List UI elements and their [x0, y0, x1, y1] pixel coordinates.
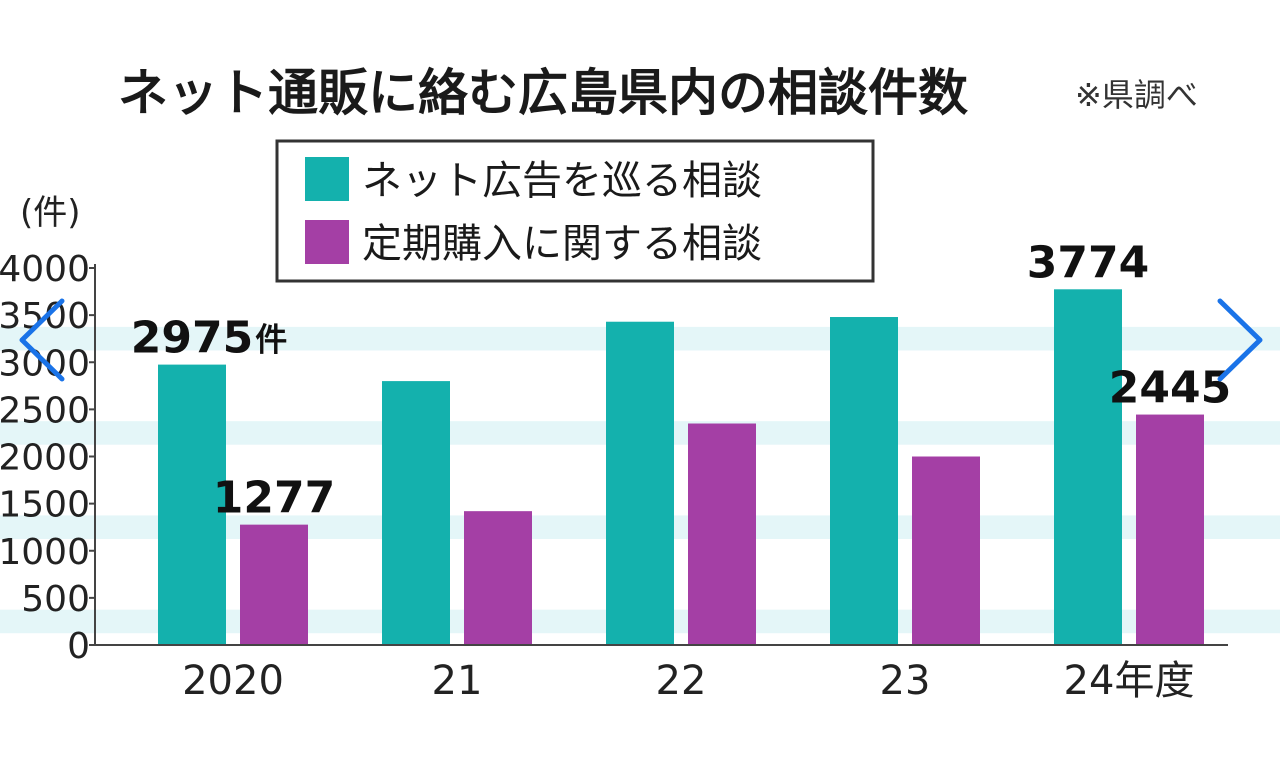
- data-label: 1277: [213, 473, 335, 524]
- data-label-unit: 件: [255, 321, 287, 359]
- bar-series-1-2020: [158, 364, 226, 645]
- bar-series-2-23: [912, 456, 980, 645]
- legend-box: [275, 139, 875, 283]
- bar-series-2-24年度: [1136, 414, 1204, 645]
- x-category-label: 2020: [182, 658, 284, 704]
- y-tick-label: 500: [21, 579, 90, 620]
- chart-source: ※県調べ: [1075, 76, 1198, 114]
- data-labels: 2975 件 1277 3774 2445: [131, 237, 1231, 523]
- y-tick-label: 0: [67, 626, 90, 667]
- x-category-label: 23: [880, 658, 931, 704]
- x-category-label: 24年度: [1064, 658, 1195, 704]
- y-tick-label: 1000: [0, 532, 90, 573]
- bar-group: [158, 289, 1204, 645]
- legend-swatch-series-2: [305, 220, 349, 264]
- y-tick-label: 2000: [0, 438, 90, 479]
- next-button[interactable]: [1212, 295, 1268, 385]
- bar-series-2-21: [464, 511, 532, 645]
- bar-series-2-2020: [240, 524, 308, 645]
- chevron-left-icon: [19, 298, 65, 382]
- y-tick-label: 2500: [0, 390, 90, 431]
- chevron-right-icon: [1217, 298, 1263, 382]
- data-label: 3774: [1027, 237, 1149, 288]
- y-tick-label: 1500: [0, 485, 90, 526]
- bar-series-1-24年度: [1054, 289, 1122, 645]
- data-label: 2445: [1109, 363, 1231, 414]
- x-axis-categories: 2020 21 22 23 24年度: [182, 658, 1194, 704]
- data-label: 2975: [131, 313, 253, 364]
- legend: ネット広告を巡る相談 定期購入に関する相談: [275, 139, 875, 283]
- y-tick-label: 4000: [0, 249, 90, 290]
- bar-series-1-23: [830, 317, 898, 645]
- legend-label-series-1: ネット広告を巡る相談: [362, 158, 762, 204]
- legend-swatch-series-1: [305, 157, 349, 201]
- x-category-label: 21: [432, 658, 483, 704]
- legend-label-series-2: 定期購入に関する相談: [362, 221, 762, 267]
- chart-title: ネット通販に絡む広島県内の相談件数: [118, 64, 968, 122]
- bar-series-1-21: [382, 381, 450, 645]
- bar-series-1-22: [606, 321, 674, 645]
- y-axis-label: (件): [20, 193, 81, 233]
- prev-button[interactable]: [14, 295, 70, 385]
- x-category-label: 22: [656, 658, 707, 704]
- bar-series-2-22: [688, 423, 756, 645]
